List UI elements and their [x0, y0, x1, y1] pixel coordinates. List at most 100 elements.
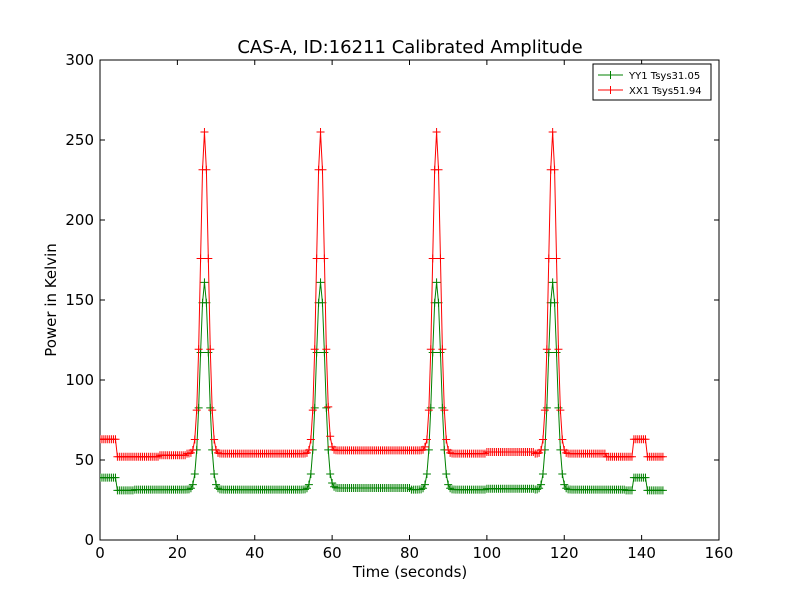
data-point	[442, 469, 451, 478]
data-point	[192, 406, 201, 415]
data-point	[213, 484, 222, 493]
x-tick-label: 0	[95, 544, 105, 562]
legend-marker	[606, 71, 615, 79]
data-point	[422, 469, 431, 478]
y-tick-label: 200	[65, 211, 94, 229]
data-point	[417, 485, 426, 494]
data-point	[426, 345, 435, 354]
data-point	[432, 278, 441, 287]
data-point	[184, 485, 193, 494]
data-point	[306, 469, 315, 478]
data-point	[184, 449, 193, 458]
y-tick-label: 100	[65, 371, 94, 389]
data-point	[186, 484, 195, 493]
data-point	[196, 348, 205, 357]
y-tick-label: 250	[65, 131, 94, 149]
data-point	[200, 278, 209, 287]
plot-area: 0 20 40 60 80 100 120 140 160 0 50 100 150 200 250 300	[65, 51, 733, 562]
data-point	[446, 484, 455, 493]
data-point	[417, 446, 426, 455]
data-point	[562, 484, 571, 493]
data-point	[446, 448, 455, 457]
chart-title: CAS-A, ID:16211 Calibrated Amplitude	[237, 37, 582, 58]
data-point	[658, 452, 667, 461]
data-point	[320, 254, 329, 263]
data-point	[196, 254, 205, 263]
y-tick-label: 50	[75, 451, 94, 469]
data-point	[190, 435, 199, 444]
data-point	[444, 480, 453, 489]
data-point	[302, 484, 311, 493]
x-tick-label: 140	[627, 544, 656, 562]
data-point	[318, 165, 327, 174]
series-1	[100, 128, 667, 461]
data-point	[428, 348, 437, 357]
data-point	[641, 435, 650, 444]
data-point	[627, 452, 636, 461]
x-tick-label: 160	[705, 544, 734, 562]
data-point	[552, 348, 561, 357]
data-point	[330, 445, 339, 454]
data-point	[440, 406, 449, 415]
x-tick-label: 100	[473, 544, 502, 562]
data-point	[432, 128, 441, 136]
data-point	[212, 480, 221, 489]
data-point	[480, 449, 489, 458]
data-point	[558, 469, 567, 478]
x-tick-label: 60	[323, 544, 342, 562]
data-point	[312, 348, 321, 357]
data-point	[206, 345, 215, 354]
data-point	[554, 345, 563, 354]
x-tick-label: 120	[550, 544, 579, 562]
data-point	[128, 486, 137, 495]
data-point	[301, 449, 310, 458]
data-point	[420, 442, 429, 451]
y-tick-label: 150	[65, 291, 94, 309]
data-point	[210, 469, 219, 478]
x-tick-label: 20	[168, 544, 187, 562]
data-point	[542, 345, 551, 354]
data-point	[537, 446, 546, 455]
data-point	[316, 278, 325, 287]
data-point	[627, 486, 636, 495]
legend-label: YY1 Tsys31.05	[628, 71, 700, 82]
data-point	[310, 345, 319, 354]
y-axis-label: Power in Kelvin	[42, 243, 60, 357]
data-point	[419, 484, 428, 493]
data-point	[436, 348, 445, 357]
data-point	[208, 406, 217, 415]
data-point	[658, 486, 667, 495]
data-point	[204, 348, 213, 357]
data-point	[330, 482, 339, 491]
data-point	[538, 469, 547, 478]
data-point	[204, 254, 213, 263]
x-tick-label: 80	[400, 544, 419, 562]
data-point	[304, 480, 313, 489]
y-tick-label: 300	[65, 51, 94, 69]
data-point	[194, 345, 203, 354]
data-point	[538, 435, 547, 444]
data-point	[306, 435, 315, 444]
data-point	[324, 402, 333, 411]
data-point	[600, 449, 609, 458]
data-point	[154, 452, 163, 461]
data-point	[552, 254, 561, 263]
data-point	[548, 128, 557, 136]
data-point	[322, 345, 331, 354]
data-point	[420, 480, 429, 489]
data-point	[322, 403, 331, 412]
data-point	[436, 254, 445, 263]
data-point	[548, 278, 557, 287]
data-point	[210, 435, 219, 444]
legend-frame	[592, 63, 712, 101]
data-point	[533, 449, 542, 458]
data-point	[544, 254, 553, 263]
data-point	[556, 406, 565, 415]
data-point	[560, 480, 569, 489]
data-point	[558, 435, 567, 444]
data-point	[181, 451, 190, 460]
data-point	[620, 485, 629, 494]
data-point	[422, 435, 431, 444]
x-axis-label: Time (seconds)	[352, 563, 468, 581]
